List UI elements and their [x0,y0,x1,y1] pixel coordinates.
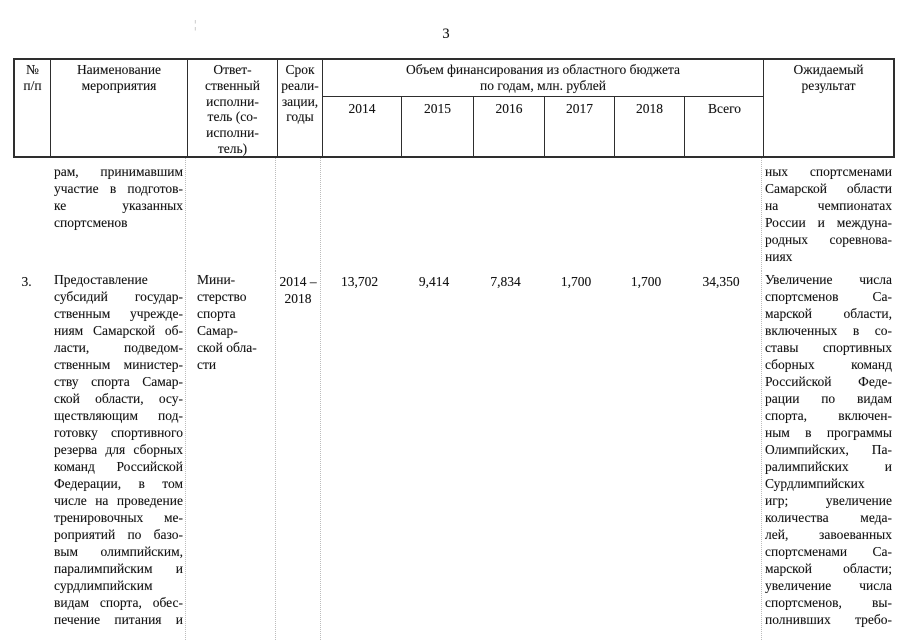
cell-value-total [681,158,761,271]
cell-number: 3. [21,274,32,289]
header-cell-expected-result: Ожидаемый результат [763,60,893,156]
cell-value-2014: 13,702 [320,271,398,640]
financing-group-title: Объем финансирования из областного бюдже… [323,60,763,97]
cell-value-2014 [320,158,398,271]
table-header: № п/п Наименование мероприятия Ответ-ствен… [13,58,895,158]
header-year-2018: 2018 [614,97,684,156]
cell-value-2016 [470,158,541,271]
cell-value-2017: 1,700 [560,274,592,289]
cell-activity-name: рам, принимавшим участие в подготов-ке ук… [54,164,183,230]
page-number: 3 [442,26,450,42]
header-cell-activity-name: Наименование мероприятия [50,60,187,156]
cell-period: 2014 –2018 [275,271,320,640]
financing-year-row: 2014 2015 2016 2017 2018 Всего [323,97,763,156]
header-year-2015: 2015 [401,97,473,156]
cell-period [275,158,320,271]
cell-executor [185,158,275,271]
cell-executor: Мини-стерство спорта Самар-ской обла-сти [185,271,275,640]
cell-value-2017 [541,158,611,271]
cell-value-total: 34,350 [702,274,740,289]
header-financing-group: Объем финансирования из областного бюдже… [322,60,763,156]
cell-expected-result: Увеличение числа спортсменов Са-марской о… [761,271,893,640]
cell-value-2018: 1,700 [630,274,662,289]
cell-value-2018 [611,158,681,271]
header-year-2016: 2016 [473,97,544,156]
cell-expected-result: ных спортсменами Самарской области на чемп… [761,158,893,271]
header-cell-period: Срок реали-зации, годы [277,60,322,156]
cell-value-2015: 9,414 [418,274,450,289]
scan-artifact: ¦ [194,17,197,31]
header-cell-number: № п/п [23,62,42,93]
cell-value-2016: 7,834 [490,274,521,289]
header-year-2014: 2014 [348,101,376,116]
cell-activity-name: Предоставление субсидий государ-ственным … [54,272,183,627]
header-cell-executor: Ответ-ственный исполни-тель (со-исполни-т… [187,60,277,156]
table-row-item-3: 3. Предоставление субсидий государ-ственн… [13,271,895,640]
header-year-total: Всего [684,97,763,156]
cell-number [13,158,48,271]
table-row-continuation: рам, принимавшим участие в подготов-ке ук… [13,158,895,271]
cell-value-2015 [398,158,470,271]
header-year-2017: 2017 [544,97,614,156]
